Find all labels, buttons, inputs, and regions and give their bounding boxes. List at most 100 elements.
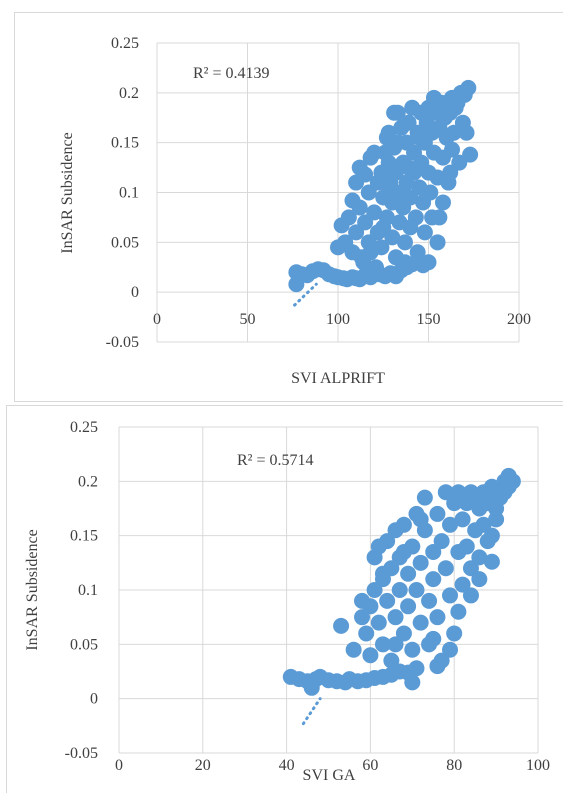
- data-point: [408, 582, 425, 598]
- data-point: [462, 146, 479, 163]
- x-tick-label: 100: [326, 311, 350, 328]
- data-point: [460, 79, 477, 96]
- data-point: [471, 549, 488, 566]
- data-point: [362, 647, 379, 664]
- y-tick-label: 0.25: [111, 35, 139, 52]
- data-point: [458, 538, 475, 555]
- data-point: [396, 234, 413, 251]
- y-tick-label: 0.15: [70, 528, 98, 545]
- data-point: [437, 560, 454, 577]
- data-point: [340, 209, 357, 226]
- chart-panel-svi-ga: -0.05 0 0.05 0.1 0.15 0.2 0.25 0 20 40 60 80 100 R² =…: [6, 405, 563, 793]
- data-point: [444, 141, 461, 158]
- data-point: [437, 484, 454, 501]
- data-point: [446, 625, 463, 642]
- trendline: [293, 282, 318, 307]
- data-point: [408, 660, 425, 677]
- x-tick-label: 150: [417, 311, 441, 328]
- data-point: [380, 184, 397, 201]
- data-point: [420, 254, 437, 271]
- data-point: [375, 219, 392, 236]
- data-point: [411, 129, 428, 146]
- data-point: [429, 234, 446, 251]
- x-tick-label: 20: [195, 757, 211, 774]
- y-tick-label: 0.2: [78, 473, 98, 490]
- data-point: [354, 592, 371, 609]
- x-axis-label: SVI ALPRIFT: [291, 370, 385, 387]
- data-point: [370, 614, 387, 631]
- data-point: [462, 587, 479, 604]
- data-point: [387, 636, 404, 653]
- y-axis-label: InSAR Subsidence: [24, 529, 41, 650]
- x-tick-label: 50: [240, 311, 256, 328]
- y-tick-label: 0.05: [70, 636, 98, 653]
- data-point: [395, 543, 412, 560]
- data-point: [379, 592, 396, 609]
- data-point: [450, 484, 467, 501]
- data-point: [379, 533, 396, 550]
- data-point: [345, 641, 362, 658]
- data-point: [383, 652, 400, 669]
- y-tick-label: 0.1: [119, 185, 139, 202]
- data-point: [358, 625, 375, 642]
- data-point: [429, 505, 446, 522]
- r-squared-label: R² = 0.5714: [237, 452, 314, 469]
- data-point: [396, 254, 413, 271]
- data-point: [404, 674, 421, 691]
- data-point: [400, 598, 417, 615]
- y-tick-label: 0.25: [70, 419, 98, 436]
- data-point: [483, 527, 500, 544]
- data-point: [442, 641, 459, 658]
- data-point: [429, 609, 446, 626]
- y-tick-label: 0: [90, 691, 98, 708]
- data-points: [282, 467, 521, 696]
- data-point: [422, 184, 439, 201]
- data-point: [450, 603, 467, 620]
- data-point: [412, 511, 429, 528]
- y-tick-label: 0.2: [119, 85, 139, 102]
- data-point: [354, 609, 371, 626]
- trendline: [301, 697, 322, 726]
- data-point: [355, 254, 372, 271]
- x-tick-label: 80: [446, 757, 462, 774]
- data-point: [483, 553, 500, 570]
- data-point: [425, 571, 442, 588]
- x-tick-label: 200: [507, 311, 531, 328]
- data-point: [374, 636, 391, 653]
- data-point: [458, 124, 475, 141]
- data-point: [433, 533, 450, 550]
- data-point: [412, 554, 429, 571]
- r-squared-label: R² = 0.4139: [193, 65, 270, 82]
- data-point: [404, 641, 421, 658]
- data-point: [378, 129, 395, 146]
- y-tick-label: -0.05: [65, 745, 98, 762]
- data-point: [366, 204, 383, 221]
- data-point: [416, 224, 433, 241]
- y-tick-label: 0.05: [111, 234, 139, 251]
- data-point: [416, 489, 433, 506]
- data-point: [357, 166, 374, 183]
- chart-panel-svi-alprift: -0.05 0 0.05 0.1 0.15 0.2 0.25 0 50 100 150 200 R² =…: [14, 12, 563, 402]
- data-point: [425, 543, 442, 560]
- data-point: [412, 614, 429, 631]
- data-point: [374, 565, 391, 582]
- data-point: [395, 516, 412, 533]
- data-point: [425, 89, 442, 106]
- data-points: [288, 79, 479, 293]
- data-point: [387, 609, 404, 626]
- data-point: [475, 516, 492, 533]
- data-point: [391, 582, 408, 598]
- x-tick-label: 60: [362, 757, 378, 774]
- data-point: [454, 576, 471, 593]
- data-point: [431, 209, 448, 226]
- data-point: [488, 511, 505, 528]
- data-point: [389, 104, 406, 121]
- data-point: [333, 617, 350, 634]
- y-tick-label: -0.05: [106, 334, 139, 351]
- x-tick-label: 0: [153, 311, 161, 328]
- data-point: [351, 199, 368, 216]
- data-point: [400, 565, 417, 582]
- scatter-chart-svi-alprift: -0.05 0 0.05 0.1 0.15 0.2 0.25 0 50 100 150 200 R² =…: [59, 35, 531, 387]
- data-point: [442, 587, 459, 604]
- scatter-chart-svi-ga: -0.05 0 0.05 0.1 0.15 0.2 0.25 0 20 40 60 80 100 R² =…: [24, 419, 550, 784]
